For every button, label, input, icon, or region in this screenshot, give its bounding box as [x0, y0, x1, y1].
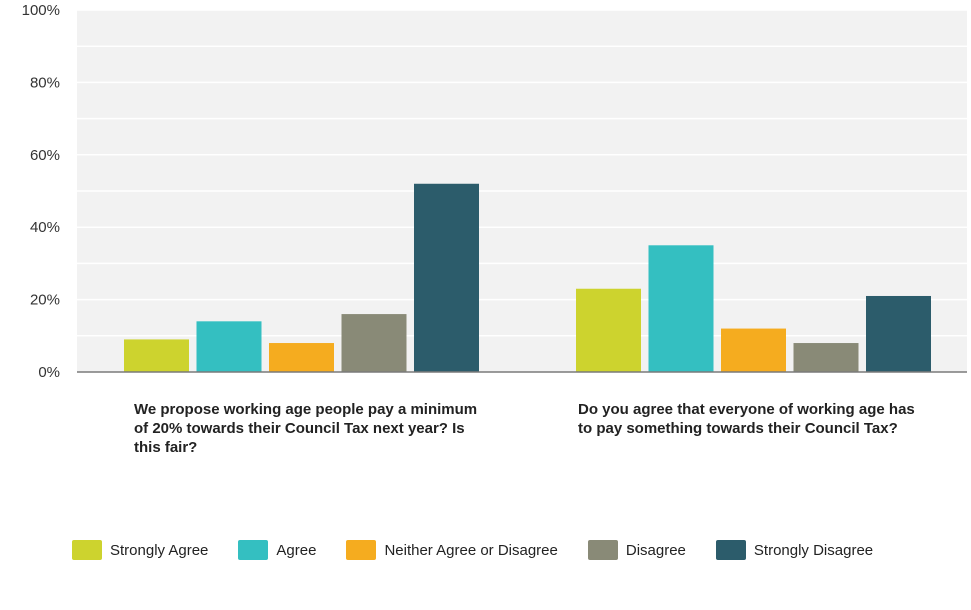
y-tick-label: 20% — [30, 292, 60, 309]
gridlines — [77, 9, 967, 337]
bar — [124, 339, 189, 372]
category-label: Do you agree that everyone of working ag… — [578, 401, 915, 437]
legend-item: Agree — [238, 540, 316, 560]
legend-swatch — [587, 540, 618, 560]
y-tick-label: 60% — [30, 147, 60, 164]
bar — [648, 245, 714, 372]
bar — [793, 343, 859, 372]
y-tick-label: 80% — [30, 74, 60, 91]
legend-label: Strongly Agree — [110, 541, 209, 559]
legend-label: Strongly Disagree — [753, 541, 874, 559]
legend-label: Neither Agree or Disagree — [384, 541, 558, 559]
legend-item: Strongly Agree — [72, 540, 208, 560]
legend-label: Agree — [276, 541, 317, 559]
legend-swatch — [72, 540, 102, 560]
legend-label: Disagree — [625, 541, 686, 559]
legend-item: Neither Agree or Disagree — [346, 540, 558, 560]
legend: Strongly Agree Agree Neither Agree or Disa… — [72, 540, 892, 560]
y-tick-label: 100% — [22, 2, 60, 19]
bar — [866, 295, 931, 372]
legend-item: Disagree — [587, 540, 686, 560]
y-tick-label: 0% — [38, 364, 60, 381]
y-axis: 0% 20% 40% 60% 80% 100% — [22, 2, 60, 381]
bar — [269, 343, 334, 372]
bar-chart: 0% 20% 40% 60% 80% 100% — [22, 2, 967, 381]
legend-item: Strongly Disagree — [715, 540, 874, 560]
y-tick-label: 40% — [30, 219, 60, 236]
legend-swatch — [715, 540, 746, 560]
bar — [721, 328, 786, 372]
legend-swatch — [346, 540, 377, 560]
category-label: We propose working age people pay a mini… — [134, 401, 478, 456]
bars — [124, 183, 931, 372]
bar — [576, 288, 641, 372]
bar — [341, 314, 407, 372]
legend-swatch — [238, 540, 269, 560]
bar — [414, 183, 479, 372]
bar — [196, 321, 262, 372]
